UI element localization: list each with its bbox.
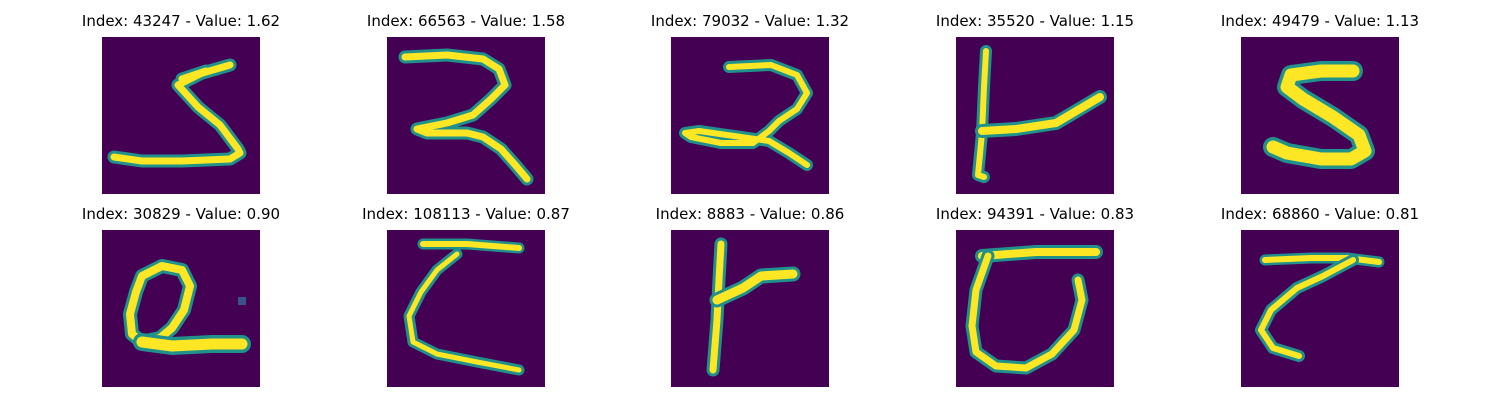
panel-title: Index: 43247 - Value: 1.62 [81,12,281,30]
panel-title: Index: 8883 - Value: 0.86 [655,205,845,223]
panel-title: Index: 94391 - Value: 0.83 [935,205,1135,223]
panel-title: Index: 108113 - Value: 0.87 [362,205,570,223]
digit-image [956,230,1114,387]
digit-image [956,37,1114,194]
panel-7: Index: 8883 - Value: 0.86 [630,204,870,387]
digit-image [671,230,829,387]
panel-9: Index: 68860 - Value: 0.81 [1200,204,1440,387]
digit-image [1241,230,1399,387]
panel-title: Index: 66563 - Value: 1.58 [366,12,566,30]
panel-title: Index: 30829 - Value: 0.90 [81,205,281,223]
panel-title: Index: 68860 - Value: 0.81 [1220,205,1420,223]
digit-image [102,37,260,194]
digit-image [387,230,545,387]
panel-3: Index: 35520 - Value: 1.15 [915,11,1155,194]
digit-image [1241,37,1399,194]
digit-image [387,37,545,194]
digit-image [671,37,829,194]
panel-title: Index: 79032 - Value: 1.32 [650,12,850,30]
panel-2: Index: 79032 - Value: 1.32 [630,11,870,194]
panel-5: Index: 30829 - Value: 0.90 [61,204,301,387]
panel-8: Index: 94391 - Value: 0.83 [915,204,1155,387]
panel-6: Index: 108113 - Value: 0.87 [346,204,586,387]
panel-title: Index: 35520 - Value: 1.15 [935,12,1135,30]
panel-0: Index: 43247 - Value: 1.62 [61,11,301,194]
panel-4: Index: 49479 - Value: 1.13 [1200,11,1440,194]
panel-1: Index: 66563 - Value: 1.58 [346,11,586,194]
panel-title: Index: 49479 - Value: 1.13 [1220,12,1420,30]
digit-image [102,230,260,387]
